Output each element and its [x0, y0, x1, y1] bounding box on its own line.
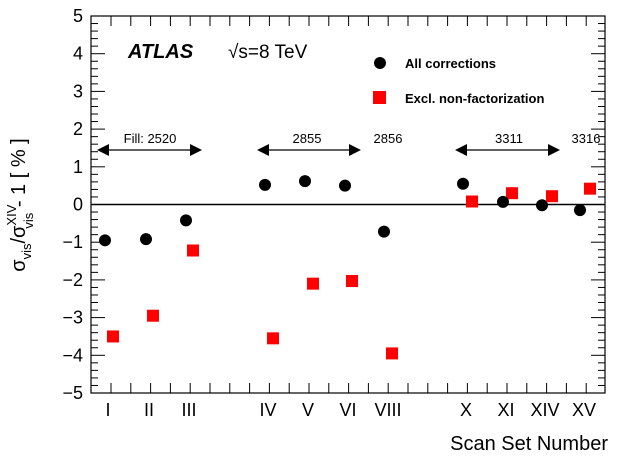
- y-tick-label: 0: [73, 195, 83, 215]
- fill-arrow-head: [257, 144, 269, 156]
- legend-marker-all-corrections: [374, 57, 386, 69]
- point-excl-nonfact: [466, 195, 478, 208]
- y-tick-label: −1: [62, 232, 83, 252]
- point-excl-nonfact: [147, 309, 159, 322]
- point-all-corrections: [378, 225, 390, 238]
- x-tick-label: XIV: [530, 400, 559, 420]
- energy-label: √s=8 TeV: [228, 42, 308, 63]
- data-points: [99, 175, 596, 360]
- fill-label: 3316: [572, 131, 601, 146]
- x-tick-label: II: [144, 400, 154, 420]
- point-all-corrections: [339, 179, 351, 192]
- point-excl-nonfact: [584, 182, 596, 195]
- y-tick-label: 1: [73, 157, 83, 177]
- point-excl-nonfact: [386, 347, 398, 360]
- point-excl-nonfact: [267, 332, 279, 345]
- fill-arrow-head: [349, 144, 361, 156]
- y-tick-label: −3: [62, 308, 83, 328]
- x-tick-label: XI: [497, 400, 514, 420]
- point-excl-nonfact: [107, 330, 119, 343]
- y-tick-label: 5: [73, 6, 83, 26]
- y-tick-label: −4: [62, 345, 83, 365]
- x-axis-label: Scan Set Number: [450, 433, 608, 455]
- y-axis-label: σvis/σXIV vis - 1 [ % ]: [4, 138, 36, 271]
- fill-annotations: Fill: 2520 2855 2856 3311 3316: [97, 131, 600, 156]
- x-tick-label: VI: [339, 400, 356, 420]
- fill-label: 3311: [495, 131, 523, 146]
- y-tick-label: −2: [62, 270, 83, 290]
- x-tick-label: I: [105, 400, 110, 420]
- point-all-corrections: [457, 177, 469, 190]
- point-excl-nonfact: [187, 244, 199, 257]
- x-tick-label: X: [460, 400, 472, 420]
- fill-label: 2855: [293, 131, 322, 146]
- point-all-corrections: [99, 234, 111, 247]
- point-all-corrections: [259, 178, 271, 191]
- x-ticks: I II III IV V VI VIII X XI XIV XV: [105, 16, 596, 420]
- x-tick-label: III: [181, 400, 196, 420]
- fill-arrow-head: [548, 144, 560, 156]
- fill-arrow-head: [97, 144, 109, 156]
- y-tick-label: 2: [73, 119, 83, 139]
- fill-label: Fill: 2520: [124, 131, 177, 146]
- point-excl-nonfact: [346, 275, 358, 288]
- legend-marker-excl-nonfact: [373, 91, 386, 104]
- y-ticks: −5 −4 −3 −2 −1 0 1 2 3 4 5: [62, 6, 605, 403]
- x-tick-label: VIII: [374, 400, 401, 420]
- fill-label: 2856: [374, 131, 403, 146]
- x-tick-label: V: [302, 400, 314, 420]
- y-tick-label: 4: [73, 44, 83, 64]
- legend: All corrections Excl. non-factorization: [373, 56, 544, 106]
- point-excl-nonfact: [506, 187, 518, 200]
- atlas-label: ATLAS: [127, 41, 194, 63]
- point-all-corrections: [536, 199, 548, 212]
- point-excl-nonfact: [546, 190, 558, 203]
- point-all-corrections: [140, 233, 152, 246]
- point-excl-nonfact: [307, 277, 319, 290]
- point-all-corrections: [497, 195, 509, 208]
- x-tick-label: XV: [572, 400, 596, 420]
- x-tick-label: IV: [259, 400, 276, 420]
- fill-arrow-head: [455, 144, 467, 156]
- point-all-corrections: [180, 214, 192, 227]
- y-tick-label: 3: [73, 81, 83, 101]
- point-all-corrections: [299, 175, 311, 188]
- legend-label-excl-nonfact: Excl. non-factorization: [405, 91, 544, 106]
- y-tick-label: −5: [62, 383, 83, 403]
- legend-label-all-corrections: All corrections: [405, 56, 496, 71]
- point-all-corrections: [574, 204, 586, 217]
- fill-arrow-head: [190, 144, 202, 156]
